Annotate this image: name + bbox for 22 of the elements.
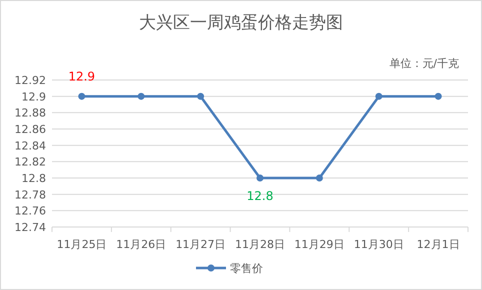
y-tick-label: 12.82 [14,156,46,169]
y-tick-label: 12.9 [22,90,46,104]
y-tick-label: 12.86 [14,123,46,136]
annotation: 12.8 [246,189,274,203]
text: 单位：元/千克 [389,57,459,70]
y-tick-label: 12.76 [14,204,46,218]
legend-label: 零售价 [230,262,263,275]
y-tick-label: 12.74 [14,221,46,234]
x-tick-label: 11月27日 [176,238,226,251]
x-tick-label: 11月28日 [235,238,285,251]
x-tick-label: 11月25日 [56,238,107,251]
y-tick-label: 12.92 [14,74,46,87]
x-tick-label: 11月29日 [294,238,344,251]
x-tick-label: 11月30日 [354,238,404,251]
x-tick-label: 12月1日 [416,238,460,251]
y-tick-label: 12.8 [22,172,46,185]
chart-title: 大兴区一周鸡蛋价格走势图 [139,13,343,33]
y-tick-label: 12.84 [14,139,46,152]
y-tick-label: 12.78 [14,188,46,202]
annotation: 12.9 [68,69,96,84]
y-tick-label: 12.88 [14,106,46,120]
x-tick-label: 11月26日 [116,238,166,251]
